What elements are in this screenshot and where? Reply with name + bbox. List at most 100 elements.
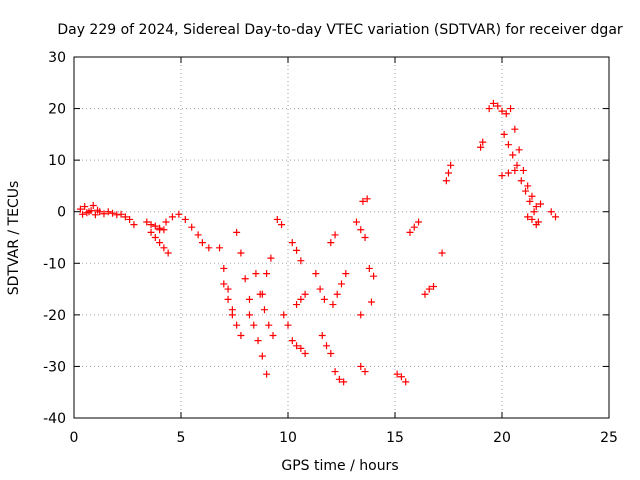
x-tick-label: 25: [600, 430, 618, 446]
data-point: [250, 321, 258, 329]
series-arc-02: [79, 207, 121, 219]
data-point: [338, 280, 345, 288]
y-tick-label: 0: [57, 205, 66, 221]
series-arc-30: [442, 161, 455, 185]
data-point: [352, 218, 360, 226]
data-point: [528, 215, 536, 223]
data-point: [430, 282, 438, 290]
y-tick-label: 30: [48, 50, 66, 66]
data-point: [109, 209, 117, 217]
series-arc-37: [547, 208, 559, 221]
series-arc-29: [421, 282, 438, 298]
data-point: [502, 110, 510, 118]
data-point: [168, 213, 176, 221]
data-point: [361, 234, 369, 241]
data-point: [421, 290, 429, 298]
series-arc-07: [198, 239, 213, 252]
series-arc-35: [498, 166, 519, 180]
data-point: [524, 182, 532, 190]
data-point: [83, 209, 91, 217]
data-point: [100, 210, 108, 218]
series-arc-17: [293, 290, 309, 309]
data-point: [237, 249, 245, 257]
data-point: [233, 228, 241, 236]
data-point: [288, 239, 296, 247]
data-point: [485, 105, 493, 113]
data-point: [245, 295, 253, 303]
data-point: [530, 208, 538, 216]
data-point: [280, 311, 288, 319]
series-arc-21: [327, 231, 339, 247]
data-point: [498, 172, 506, 180]
data-point: [175, 210, 183, 218]
data-point: [194, 231, 202, 239]
data-point: [361, 368, 369, 376]
series-arc-03: [117, 210, 138, 229]
data-point: [258, 290, 266, 298]
series-arc-19: [312, 270, 328, 303]
data-point: [293, 342, 301, 350]
series-arc-04: [143, 218, 168, 234]
data-point: [504, 169, 512, 177]
data-point: [121, 213, 129, 221]
data-point: [357, 226, 365, 234]
data-point: [254, 337, 262, 345]
data-point: [393, 370, 401, 378]
series-arc-23: [331, 368, 348, 386]
data-point: [151, 222, 159, 230]
data-point: [81, 203, 89, 211]
data-point: [220, 264, 228, 272]
series-arc-28: [406, 218, 423, 236]
data-point: [198, 239, 206, 247]
data-point: [367, 298, 375, 306]
data-point: [301, 350, 309, 358]
series-arc-11: [245, 311, 271, 378]
data-point: [258, 352, 266, 360]
data-point: [288, 337, 296, 345]
data-point: [479, 138, 487, 146]
data-point: [359, 197, 367, 205]
data-point: [293, 301, 301, 309]
data-point: [511, 125, 519, 133]
data-point: [323, 342, 331, 350]
y-tick-label: 10: [48, 153, 66, 169]
data-point: [164, 249, 172, 257]
data-point: [89, 202, 97, 210]
data-point: [494, 102, 502, 110]
data-point: [265, 321, 273, 329]
data-point: [537, 200, 545, 208]
data-point: [220, 280, 228, 288]
data-point: [301, 290, 309, 298]
series-arc-34: [507, 105, 545, 211]
data-point: [447, 161, 455, 169]
y-tick-label: 20: [48, 102, 66, 118]
data-point: [252, 270, 260, 278]
data-point: [438, 249, 446, 257]
data-point: [233, 321, 241, 329]
series-arc-05: [147, 228, 172, 257]
data-point: [181, 215, 189, 223]
series-arc-36: [524, 213, 540, 229]
data-point: [552, 213, 559, 221]
data-point: [241, 275, 249, 283]
data-point: [513, 161, 521, 169]
series-arc-10: [233, 228, 253, 303]
data-point: [504, 141, 512, 149]
data-point: [507, 105, 515, 113]
data-marks: [76, 99, 559, 386]
data-point: [425, 285, 433, 293]
data-point: [91, 211, 99, 219]
data-point: [445, 169, 452, 177]
series-arc-31: [477, 138, 487, 151]
data-point: [188, 223, 196, 231]
series-arc-26: [357, 362, 369, 376]
data-point: [327, 239, 335, 247]
data-point: [162, 218, 170, 226]
data-point: [333, 290, 341, 298]
data-point: [156, 226, 164, 234]
data-point: [524, 213, 532, 221]
series-arc-25: [359, 195, 371, 205]
data-point: [331, 231, 339, 239]
series-arc-32: [485, 99, 510, 118]
